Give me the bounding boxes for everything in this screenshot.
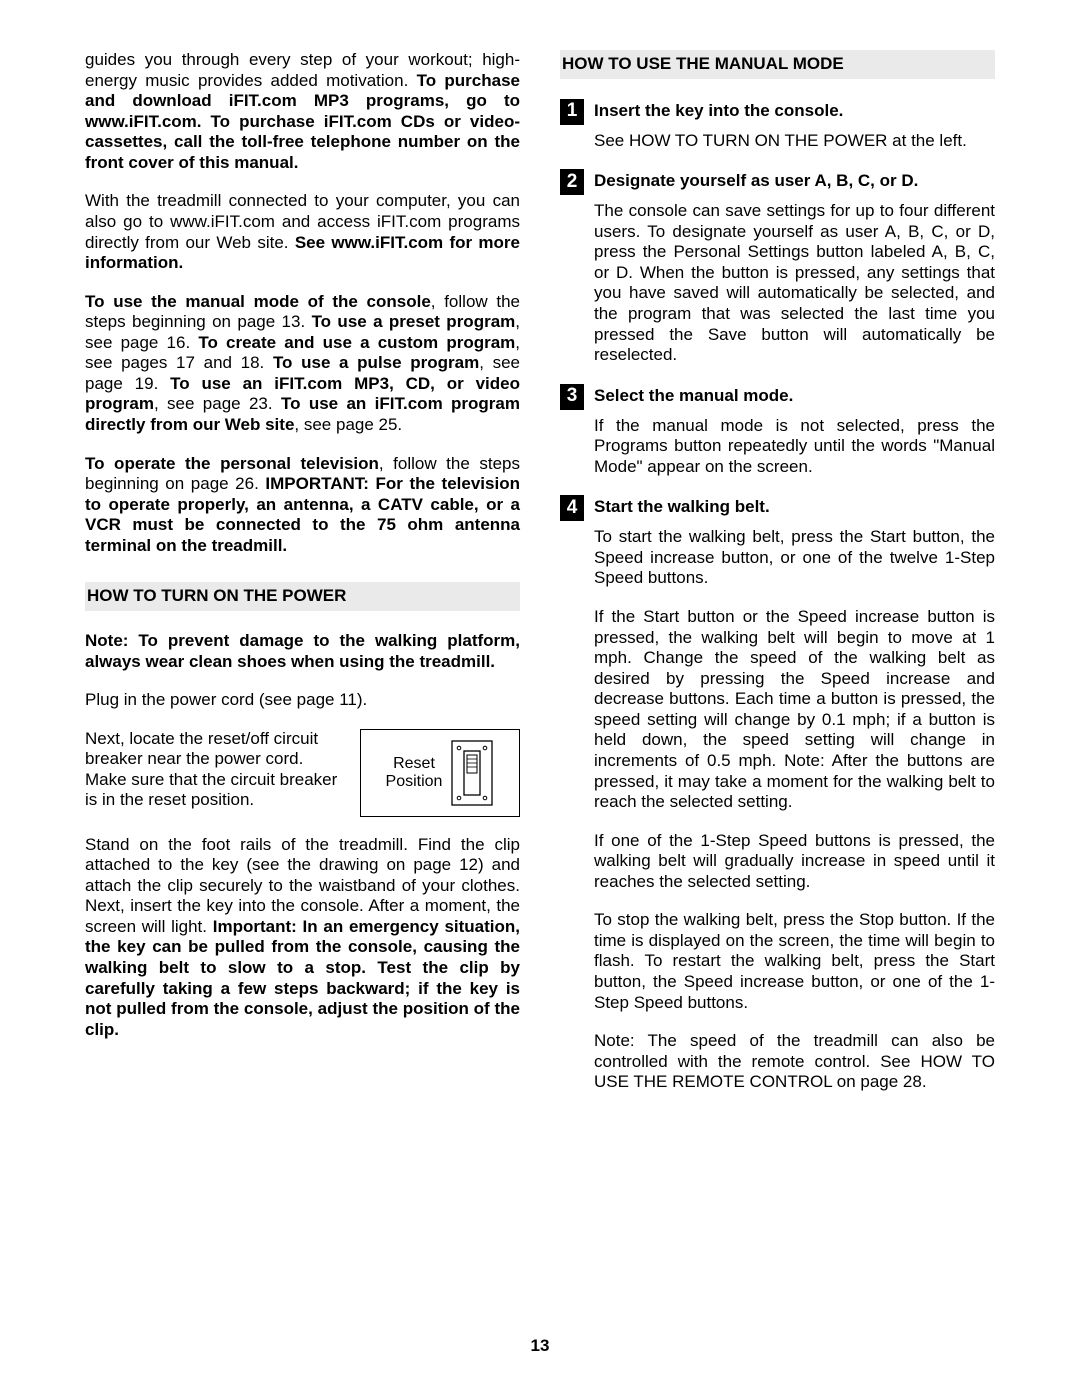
page-number: 13 — [0, 1336, 1080, 1357]
text-bold: To operate the personal television — [85, 454, 379, 473]
step-number-badge: 2 — [560, 169, 584, 195]
paragraph: To use the manual mode of the console, f… — [85, 292, 520, 436]
paragraph: With the treadmill connected to your com… — [85, 191, 520, 273]
paragraph: See HOW TO TURN ON THE POWER at the left… — [594, 131, 995, 152]
paragraph: guides you through every step of your wo… — [85, 50, 520, 173]
paragraph: If one of the 1-Step Speed buttons is pr… — [594, 831, 995, 893]
step-number-badge: 3 — [560, 384, 584, 410]
reset-diagram: Reset Position — [360, 729, 520, 817]
paragraph: Stand on the foot rails of the treadmill… — [85, 835, 520, 1041]
step-body: See HOW TO TURN ON THE POWER at the left… — [594, 131, 995, 152]
text-bold: To use a preset program — [312, 312, 516, 331]
text: , see page 23. — [154, 394, 281, 413]
left-column: guides you through every step of your wo… — [85, 50, 520, 1111]
step-title: Insert the key into the console. — [594, 99, 995, 122]
step-title: Designate yourself as user A, B, C, or D… — [594, 169, 995, 192]
two-column-layout: guides you through every step of your wo… — [85, 50, 995, 1111]
reset-label-line1: Reset — [393, 755, 435, 772]
text-bold: To create and use a custom program — [198, 333, 515, 352]
section-heading-power: HOW TO TURN ON THE POWER — [85, 582, 520, 611]
reset-label: Reset Position — [386, 755, 443, 790]
step-number-badge: 4 — [560, 495, 584, 521]
step-1: 1 Insert the key into the console. — [560, 99, 995, 125]
circuit-breaker-icon — [450, 739, 494, 807]
paragraph: To operate the personal television, foll… — [85, 454, 520, 557]
paragraph: To stop the walking belt, press the Stop… — [594, 910, 995, 1013]
step-title: Start the walking belt. — [594, 495, 995, 518]
manual-page: guides you through every step of your wo… — [0, 0, 1080, 1397]
reset-text: Next, locate the reset/off circuit break… — [85, 729, 348, 811]
step-4: 4 Start the walking belt. — [560, 495, 995, 521]
reset-breaker-block: Next, locate the reset/off circuit break… — [85, 729, 520, 817]
step-body: To start the walking belt, press the Sta… — [594, 527, 995, 1093]
paragraph: To start the walking belt, press the Sta… — [594, 527, 995, 589]
paragraph: Note: The speed of the treadmill can als… — [594, 1031, 995, 1093]
paragraph: If the manual mode is not selected, pres… — [594, 416, 995, 478]
text-bold: To use a pulse program — [273, 353, 479, 372]
warning-note: Note: To prevent damage to the walking p… — [85, 631, 520, 672]
step-3: 3 Select the manual mode. — [560, 384, 995, 410]
paragraph: The console can save settings for up to … — [594, 201, 995, 366]
text-bold: To use the manual mode of the console — [85, 292, 431, 311]
step-title: Select the manual mode. — [594, 384, 995, 407]
paragraph: If the Start button or the Speed increas… — [594, 607, 995, 813]
step-body: The console can save settings for up to … — [594, 201, 995, 366]
paragraph: Plug in the power cord (see page 11). — [85, 690, 520, 711]
reset-label-line2: Position — [386, 773, 443, 790]
step-2: 2 Designate yourself as user A, B, C, or… — [560, 169, 995, 195]
right-column: HOW TO USE THE MANUAL MODE 1 Insert the … — [560, 50, 995, 1111]
text: , see page 25. — [294, 415, 402, 434]
section-heading-manual: HOW TO USE THE MANUAL MODE — [560, 50, 995, 79]
step-body: If the manual mode is not selected, pres… — [594, 416, 995, 478]
step-number-badge: 1 — [560, 99, 584, 125]
